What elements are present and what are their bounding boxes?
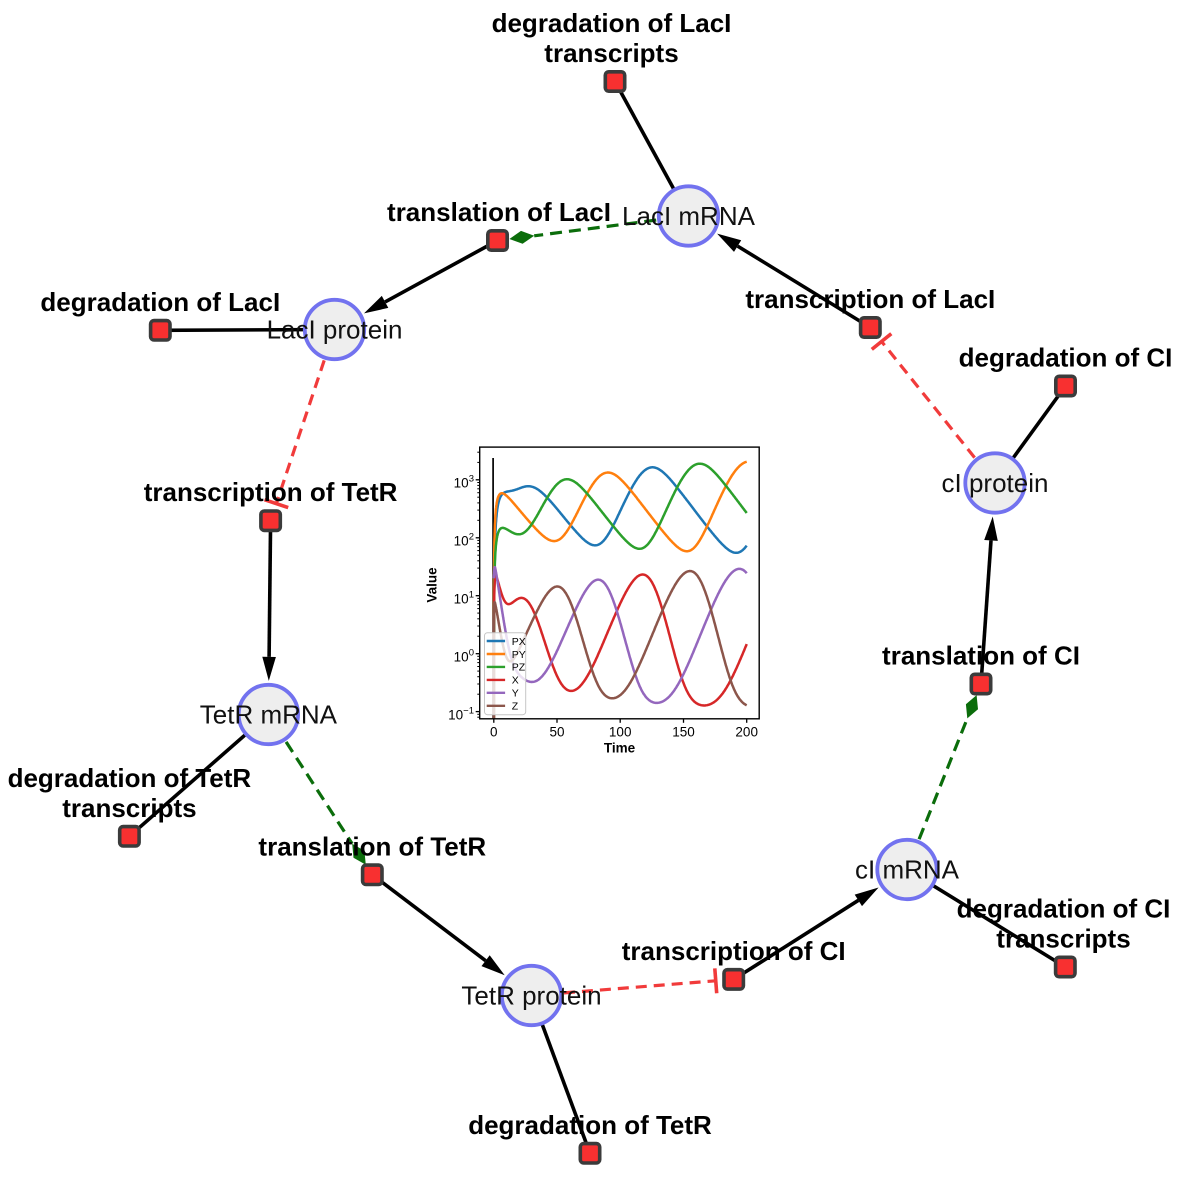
svg-text:translation of LacI: translation of LacI bbox=[387, 197, 611, 227]
svg-text:transcripts: transcripts bbox=[996, 924, 1130, 954]
svg-text:Y: Y bbox=[512, 688, 519, 700]
svg-text:PY: PY bbox=[512, 649, 526, 661]
svg-text:degradation of TetR: degradation of TetR bbox=[8, 763, 252, 793]
svg-text:transcripts: transcripts bbox=[544, 38, 678, 68]
svg-text:cI protein: cI protein bbox=[942, 468, 1049, 498]
svg-text:LacI protein: LacI protein bbox=[267, 315, 403, 345]
svg-text:0: 0 bbox=[490, 725, 498, 740]
svg-text:translation of CI: translation of CI bbox=[882, 641, 1080, 671]
svg-text:LacI mRNA: LacI mRNA bbox=[622, 201, 756, 231]
svg-text:degradation of CI: degradation of CI bbox=[957, 894, 1171, 924]
svg-text:Value: Value bbox=[425, 567, 440, 603]
svg-text:101: 101 bbox=[454, 590, 474, 607]
svg-text:Time: Time bbox=[604, 741, 636, 756]
svg-text:degradation of CI: degradation of CI bbox=[959, 343, 1173, 373]
svg-text:100: 100 bbox=[609, 725, 632, 740]
svg-text:cI mRNA: cI mRNA bbox=[855, 855, 960, 885]
svg-text:translation of TetR: translation of TetR bbox=[258, 831, 486, 861]
svg-text:degradation of TetR: degradation of TetR bbox=[468, 1110, 712, 1140]
svg-text:200: 200 bbox=[735, 725, 758, 740]
svg-text:transcription of TetR: transcription of TetR bbox=[144, 477, 398, 507]
svg-text:102: 102 bbox=[454, 532, 474, 549]
svg-text:TetR protein: TetR protein bbox=[461, 981, 601, 1011]
svg-text:transcription of CI: transcription of CI bbox=[622, 936, 846, 966]
svg-text:degradation of LacI: degradation of LacI bbox=[40, 287, 280, 317]
svg-text:PZ: PZ bbox=[512, 662, 526, 674]
svg-text:50: 50 bbox=[549, 725, 564, 740]
svg-text:Z: Z bbox=[512, 701, 519, 713]
svg-text:transcripts: transcripts bbox=[62, 793, 196, 823]
svg-text:degradation of LacI: degradation of LacI bbox=[492, 8, 732, 38]
svg-text:PX: PX bbox=[512, 636, 526, 648]
svg-text:transcription of LacI: transcription of LacI bbox=[745, 284, 995, 314]
svg-text:10−1: 10−1 bbox=[448, 705, 474, 722]
svg-text:150: 150 bbox=[672, 725, 695, 740]
svg-text:103: 103 bbox=[454, 474, 474, 491]
svg-text:100: 100 bbox=[454, 648, 474, 665]
svg-text:X: X bbox=[512, 675, 519, 687]
svg-text:TetR mRNA: TetR mRNA bbox=[200, 700, 338, 730]
